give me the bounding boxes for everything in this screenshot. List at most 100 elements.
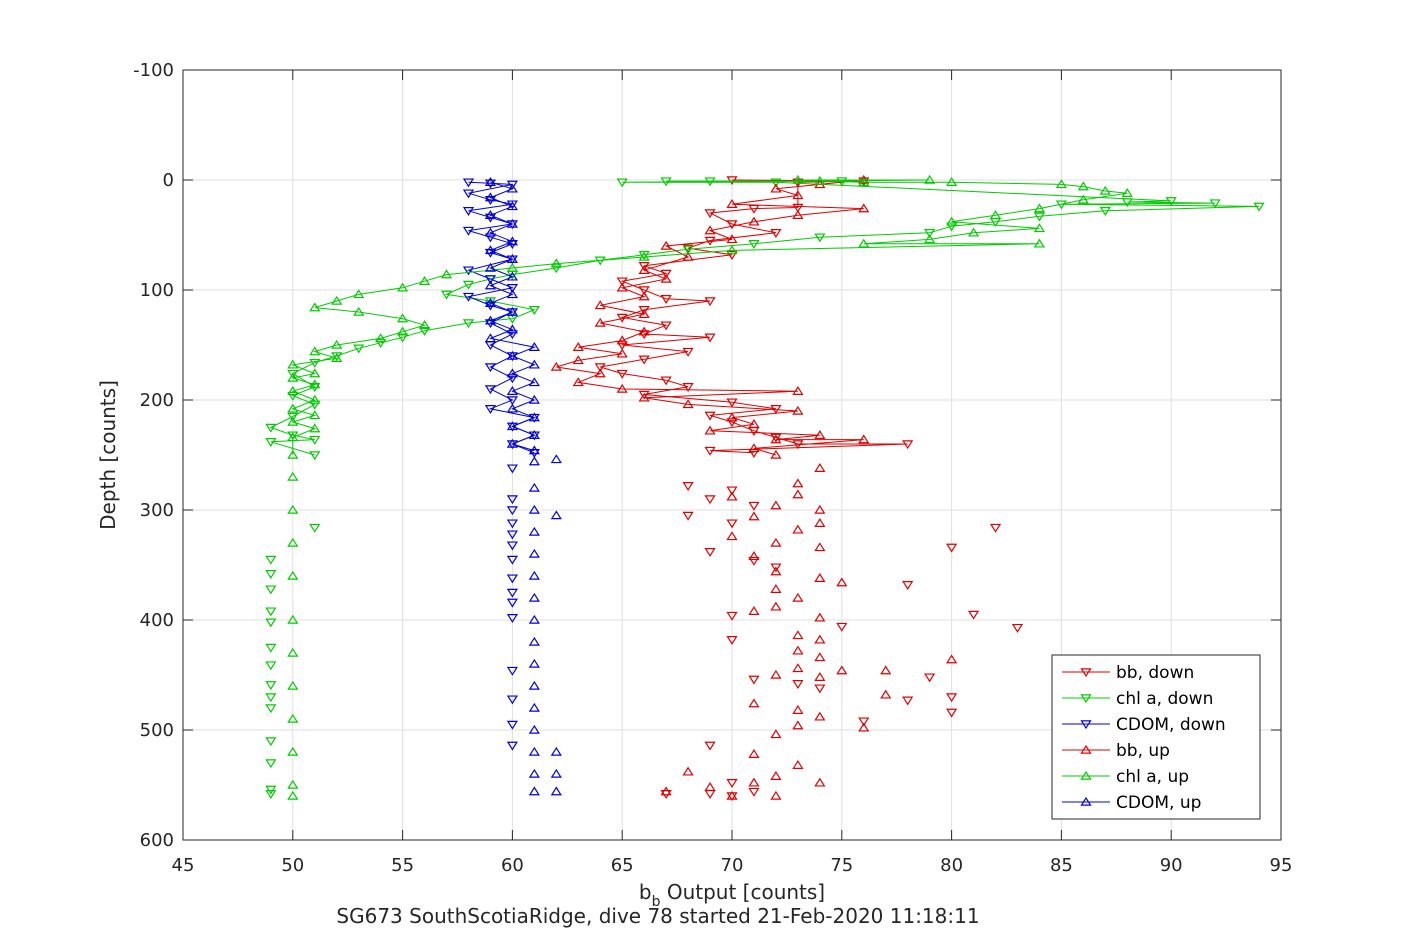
data-point (506, 555, 518, 565)
data-point (484, 275, 497, 285)
data-point (770, 790, 782, 800)
data-point (528, 412, 540, 422)
data-point (287, 372, 299, 382)
data-point (550, 510, 562, 520)
data-point (682, 383, 694, 392)
data-point (770, 563, 782, 573)
data-point (506, 386, 518, 395)
data-point (528, 456, 540, 466)
data-point (638, 309, 650, 318)
data-point (946, 543, 958, 553)
data-point (792, 663, 804, 673)
x-tick-label: 55 (391, 855, 414, 876)
data-point (814, 634, 826, 644)
data-point (528, 680, 540, 690)
data-point (704, 297, 716, 307)
data-point (331, 339, 343, 349)
data-point (660, 269, 672, 279)
data-point (506, 495, 518, 505)
data-point (353, 344, 365, 354)
data-point (638, 265, 650, 274)
data-point (397, 313, 409, 323)
data-point (484, 233, 497, 243)
data-point (265, 618, 277, 628)
data-point (528, 658, 540, 668)
data-point (265, 607, 277, 617)
data-point (770, 584, 782, 593)
data-point (506, 438, 518, 448)
data-point (287, 680, 299, 690)
data-point (814, 233, 826, 243)
data-point (704, 782, 716, 791)
data-point (1033, 238, 1046, 248)
data-point (1077, 194, 1089, 204)
data-point (506, 614, 518, 623)
data-point (506, 588, 518, 598)
data-point (638, 251, 650, 261)
data-point (836, 622, 848, 632)
data-point (1165, 197, 1177, 207)
data-point (506, 403, 518, 413)
x-axis-label-sub: b (652, 894, 661, 910)
data-point (638, 262, 650, 271)
data-point (770, 229, 782, 238)
data-point (484, 245, 497, 255)
data-point (528, 394, 540, 404)
data-point (770, 771, 782, 780)
data-point (792, 760, 804, 769)
data-point (792, 405, 804, 415)
data-point (265, 693, 277, 703)
data-point (748, 675, 760, 685)
data-point (353, 306, 365, 316)
data-point (550, 746, 562, 756)
data-point (902, 696, 914, 706)
data-point (726, 234, 738, 244)
data-point (528, 786, 540, 796)
data-point (967, 227, 980, 237)
data-point (506, 598, 518, 608)
data-point (287, 713, 299, 723)
data-point (792, 386, 804, 395)
data-point (660, 295, 672, 304)
series-4 (287, 174, 1133, 800)
data-point (506, 350, 518, 360)
data-point (287, 412, 299, 422)
data-point (287, 790, 299, 800)
data-point (946, 708, 958, 718)
data-point (726, 176, 738, 186)
ticks: 45 50 55 60 65 70 75 80 85 90 95 -100 0 100 200 300 400 5… (133, 60, 1292, 876)
data-point (462, 178, 475, 188)
data-point (265, 423, 277, 433)
data-point (397, 282, 409, 292)
data-point (682, 347, 694, 357)
legend-marker (1080, 668, 1092, 678)
data-point (287, 779, 299, 789)
data-point (748, 606, 760, 615)
legend-entry: CDOM, up (1116, 793, 1201, 813)
data-point (506, 284, 518, 293)
data-point (704, 548, 716, 557)
x-tick-label: 70 (721, 855, 744, 876)
data-point (506, 330, 518, 340)
data-point (726, 779, 738, 788)
data-point (528, 306, 540, 315)
data-point (989, 210, 1002, 219)
data-point (506, 262, 518, 272)
x-tick-label: 75 (830, 855, 853, 876)
data-point (484, 210, 497, 219)
data-point (287, 537, 299, 547)
data-point (726, 251, 738, 260)
data-point (309, 358, 321, 368)
data-point (265, 759, 277, 769)
legend-entry: chl a, up (1116, 767, 1189, 787)
data-point (748, 240, 760, 249)
series-line (466, 181, 537, 454)
data-point (616, 348, 628, 358)
data-point (287, 391, 299, 401)
data-point (770, 729, 782, 739)
data-point (1077, 181, 1089, 191)
data-point (287, 471, 299, 481)
data-point (616, 335, 628, 345)
data-point (924, 234, 936, 244)
data-point (265, 661, 277, 671)
